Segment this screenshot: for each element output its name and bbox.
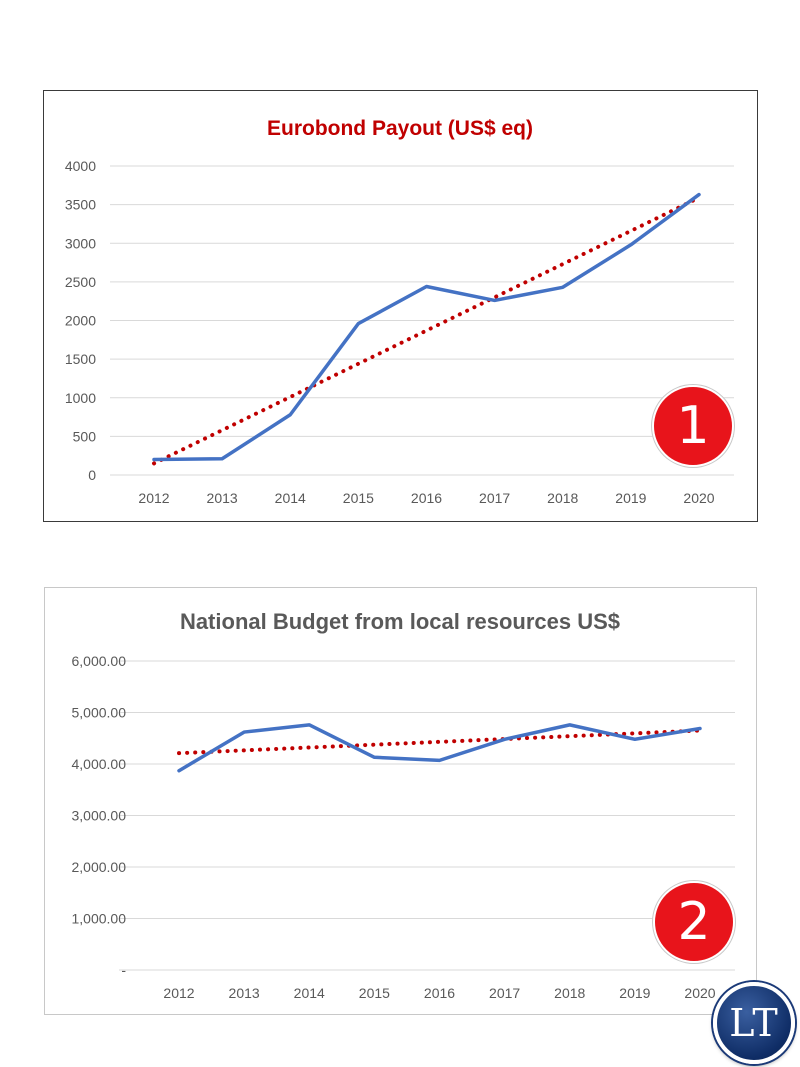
x-tick-label: 2018 <box>554 985 585 1001</box>
y-tick-label: 1,000.00 <box>72 911 127 927</box>
x-tick-label: 2013 <box>229 985 260 1001</box>
x-tick-label: 2017 <box>489 985 520 1001</box>
x-tick-label: 2020 <box>683 490 714 506</box>
x-tick-label: 2017 <box>479 490 510 506</box>
chart-number-badge-2: 2 <box>653 881 735 963</box>
y-tick-label: 3500 <box>65 197 96 213</box>
series-line <box>152 192 701 462</box>
y-tick-label: 6,000.00 <box>72 653 127 669</box>
y-tick-label: 1000 <box>65 390 96 406</box>
y-tick-label: 2000 <box>65 313 96 329</box>
eurobond-chart: Eurobond Payout (US$ eq) 0 500 1000 1500 2000… <box>65 117 734 506</box>
y-tick-label: 3000 <box>65 235 96 251</box>
x-tick-label: 2015 <box>343 490 374 506</box>
x-tick-label: 2016 <box>411 490 442 506</box>
y-tick-label: - <box>121 962 126 978</box>
y-tick-label: 0 <box>88 467 96 483</box>
chart-title: National Budget from local resources US$ <box>180 609 620 634</box>
y-tick-label: 2,000.00 <box>72 859 127 875</box>
y-tick-label: 4000 <box>65 158 96 174</box>
national-budget-chart-panel: National Budget from local resources US$… <box>44 587 757 1015</box>
x-tick-label: 2018 <box>547 490 578 506</box>
y-tick-label: 2500 <box>65 274 96 290</box>
lt-logo: LT <box>713 982 795 1064</box>
trendline <box>177 728 702 756</box>
x-tick-label: 2012 <box>138 490 169 506</box>
x-tick-label: 2014 <box>275 490 306 506</box>
x-tick-label: 2012 <box>163 985 194 1001</box>
x-tick-label: 2020 <box>684 985 715 1001</box>
x-tick-label: 2019 <box>615 490 646 506</box>
eurobond-chart-panel: Eurobond Payout (US$ eq) 0 500 1000 1500 2000… <box>43 90 758 522</box>
x-tick-label: 2019 <box>619 985 650 1001</box>
x-tick-label: 2013 <box>207 490 238 506</box>
logo-text: LT <box>729 1001 779 1045</box>
national-budget-chart: National Budget from local resources US$… <box>72 609 735 1001</box>
trendline <box>152 195 701 466</box>
y-tick-label: 1500 <box>65 351 96 367</box>
y-tick-label: 4,000.00 <box>72 756 127 772</box>
chart-number-badge-1: 1 <box>652 385 734 467</box>
y-tick-label: 500 <box>73 428 97 444</box>
y-tick-label: 3,000.00 <box>72 808 127 824</box>
x-tick-label: 2015 <box>359 985 390 1001</box>
x-tick-label: 2016 <box>424 985 455 1001</box>
x-tick-label: 2014 <box>294 985 325 1001</box>
chart-title: Eurobond Payout (US$ eq) <box>267 117 533 140</box>
y-tick-label: 5,000.00 <box>72 705 127 721</box>
